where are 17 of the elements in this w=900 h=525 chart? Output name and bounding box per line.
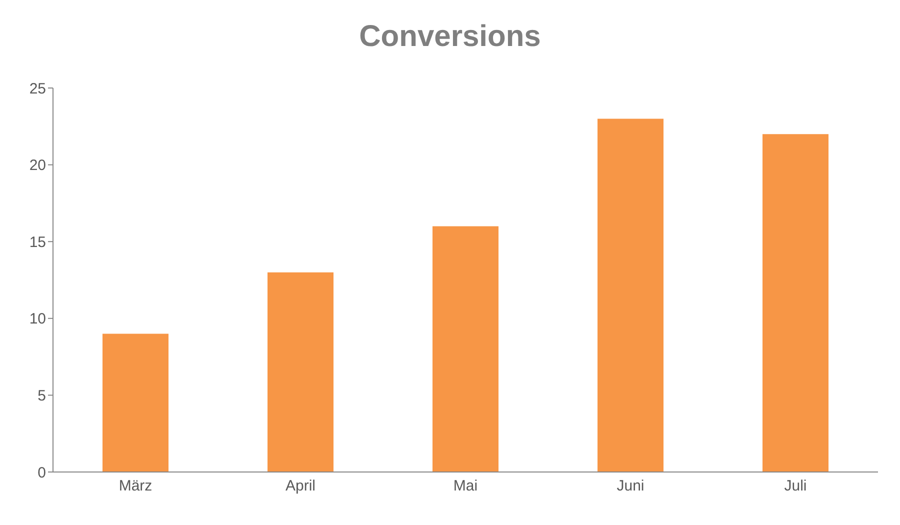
x-tick-label: Juli [784, 478, 807, 495]
x-tick-label: Juni [616, 478, 644, 495]
y-tick-label: 20 [29, 157, 46, 174]
y-tick-label: 15 [29, 234, 46, 251]
bar [102, 334, 168, 472]
y-tick-label: 0 [38, 464, 46, 482]
y-tick-label: 25 [29, 80, 46, 98]
bar [268, 272, 334, 472]
x-tick-label: April [285, 478, 316, 495]
chart-title: Conversions [358, 20, 542, 54]
bar [432, 226, 498, 472]
y-tick-label: 10 [29, 310, 46, 328]
x-tick-label: März [118, 478, 152, 495]
bar [598, 118, 664, 472]
y-tick-label: 5 [38, 388, 46, 405]
x-tick-label: Mai [453, 478, 478, 495]
bar [762, 134, 828, 472]
